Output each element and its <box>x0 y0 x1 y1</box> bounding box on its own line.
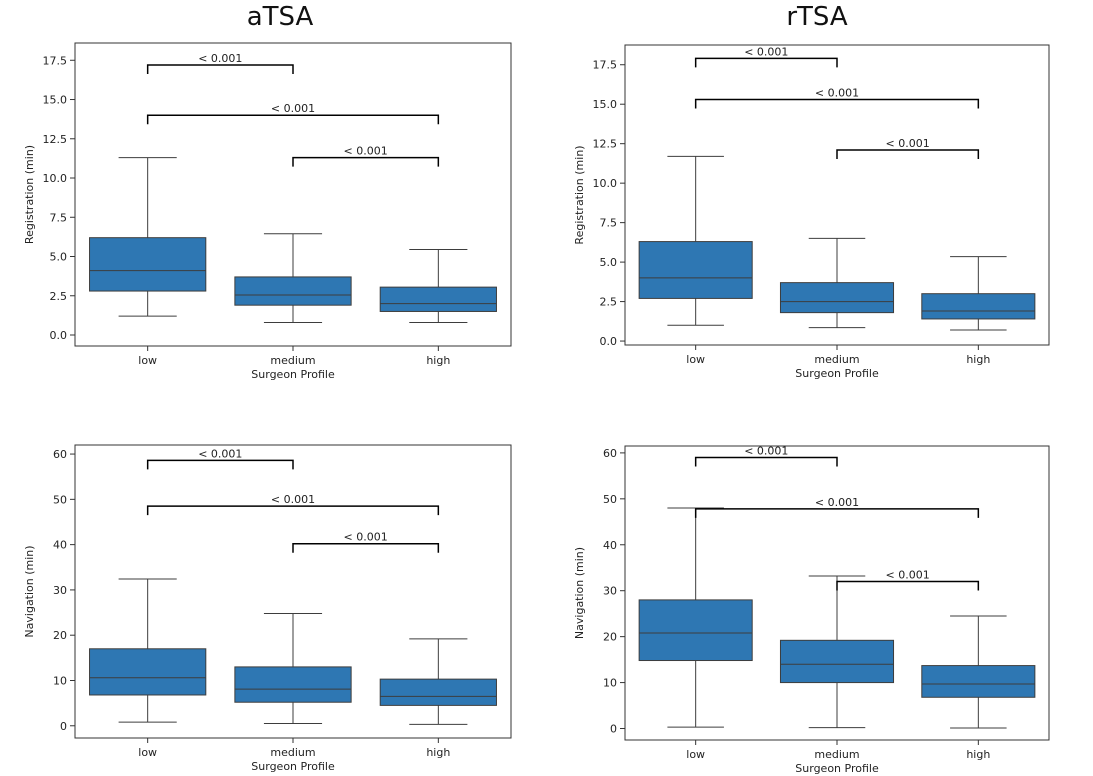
significance-label: < 0.001 <box>198 52 242 65</box>
y-tick-label: 60 <box>53 448 67 461</box>
significance-label: < 0.001 <box>886 569 930 582</box>
significance-label: < 0.001 <box>271 102 315 115</box>
significance-bracket <box>836 149 980 159</box>
x-tick-label-low: low <box>138 354 157 367</box>
significance-bracket <box>694 456 838 467</box>
box-medium <box>779 282 895 314</box>
x-tick-label-low: low <box>138 746 157 759</box>
significance-bracket <box>694 508 980 518</box>
y-tick-label: 20 <box>603 631 617 644</box>
y-tick-label: 0.0 <box>600 335 618 348</box>
x-axis-label: Surgeon Profile <box>251 760 335 773</box>
significance-bracket <box>836 580 980 591</box>
y-tick-label: 10 <box>603 677 617 690</box>
significance-label: < 0.001 <box>198 447 242 460</box>
x-tick-label-medium: medium <box>270 746 315 759</box>
x-axis-label: Surgeon Profile <box>795 762 879 775</box>
y-axis-label: Registration (min) <box>23 145 36 244</box>
column-title-atsa: aTSA <box>246 2 314 32</box>
x-tick-label-high: high <box>426 354 450 367</box>
chart-atsa-registration: 0.0 2.5 5.0 7.5 10.0 12.5 15.0 17.5 Registration… <box>23 42 512 381</box>
y-tick-label: 60 <box>603 447 617 460</box>
y-tick-label: 30 <box>603 585 617 598</box>
y-tick-label: 10.0 <box>593 177 618 190</box>
significance-label: < 0.001 <box>271 493 315 506</box>
y-tick-label: 0 <box>610 723 617 736</box>
box-low <box>89 648 207 696</box>
significance-bracket <box>694 98 980 109</box>
y-axis-label: Navigation (min) <box>573 547 586 639</box>
chart-atsa-navigation: 0 10 20 30 40 50 60 Navigation (min) low medium hi… <box>23 444 512 773</box>
significance-label: < 0.001 <box>744 45 788 58</box>
y-axis-label: Registration (min) <box>573 145 586 244</box>
y-tick-label: 10 <box>53 674 67 687</box>
x-axis-label: Surgeon Profile <box>251 368 335 381</box>
y-tick-label: 0 <box>60 720 67 733</box>
x-tick-label-high: high <box>966 748 990 761</box>
y-tick-label: 15.0 <box>43 94 68 107</box>
significance-label: < 0.001 <box>744 444 788 457</box>
y-tick-label: 12.5 <box>43 133 68 146</box>
significance-bracket <box>146 64 294 74</box>
significance-label: < 0.001 <box>344 531 388 544</box>
y-tick-label: 2.5 <box>50 290 68 303</box>
y-tick-label: 2.5 <box>600 296 618 309</box>
y-tick-label: 50 <box>603 493 617 506</box>
y-tick-label: 17.5 <box>43 54 68 67</box>
y-tick-label: 30 <box>53 584 67 597</box>
significance-bracket <box>146 459 294 470</box>
y-tick-label: 5.0 <box>600 256 618 269</box>
box-high <box>921 665 1036 698</box>
significance-bracket <box>694 57 838 68</box>
box-high <box>379 286 497 312</box>
y-tick-label: 10.0 <box>43 172 68 185</box>
box-low <box>638 241 753 299</box>
x-tick-label-high: high <box>426 746 450 759</box>
x-tick-label-medium: medium <box>270 354 315 367</box>
box-low <box>638 599 753 662</box>
y-tick-label: 7.5 <box>50 211 68 224</box>
chart-rtsa-registration: 0.0 2.5 5.0 7.5 10.0 12.5 15.0 17.5 Registration… <box>573 44 1050 380</box>
significance-bracket <box>146 505 440 516</box>
significance-bracket <box>292 156 440 167</box>
y-tick-label: 17.5 <box>593 59 618 72</box>
y-axis-label: Navigation (min) <box>23 545 36 637</box>
y-tick-label: 12.5 <box>593 138 618 151</box>
x-tick-label-high: high <box>966 353 990 366</box>
x-axis-label: Surgeon Profile <box>795 367 879 380</box>
column-title-rtsa: rTSA <box>786 2 848 32</box>
significance-label: < 0.001 <box>344 145 388 158</box>
box-low <box>89 237 207 292</box>
box-medium <box>779 639 895 684</box>
x-tick-label-low: low <box>686 748 705 761</box>
box-high <box>921 293 1036 320</box>
box-medium <box>234 666 352 703</box>
significance-label: < 0.001 <box>815 496 859 509</box>
y-tick-label: 40 <box>53 539 67 552</box>
box-high <box>379 678 497 706</box>
y-tick-label: 7.5 <box>600 217 618 230</box>
significance-bracket <box>292 542 440 553</box>
significance-label: < 0.001 <box>886 137 930 150</box>
y-tick-label: 15.0 <box>593 98 618 111</box>
y-tick-label: 50 <box>53 493 67 506</box>
y-tick-label: 5.0 <box>50 251 68 264</box>
y-tick-label: 40 <box>603 539 617 552</box>
significance-label: < 0.001 <box>815 86 859 99</box>
box-medium <box>234 276 352 306</box>
chart-rtsa-navigation: 0 10 20 30 40 50 60 Navigation (min) low medium hi… <box>573 444 1050 775</box>
y-tick-label: 20 <box>53 629 67 642</box>
y-tick-label: 0.0 <box>50 329 68 342</box>
significance-bracket <box>146 114 440 125</box>
x-tick-label-medium: medium <box>814 748 859 761</box>
x-tick-label-medium: medium <box>814 353 859 366</box>
x-tick-label-low: low <box>686 353 705 366</box>
